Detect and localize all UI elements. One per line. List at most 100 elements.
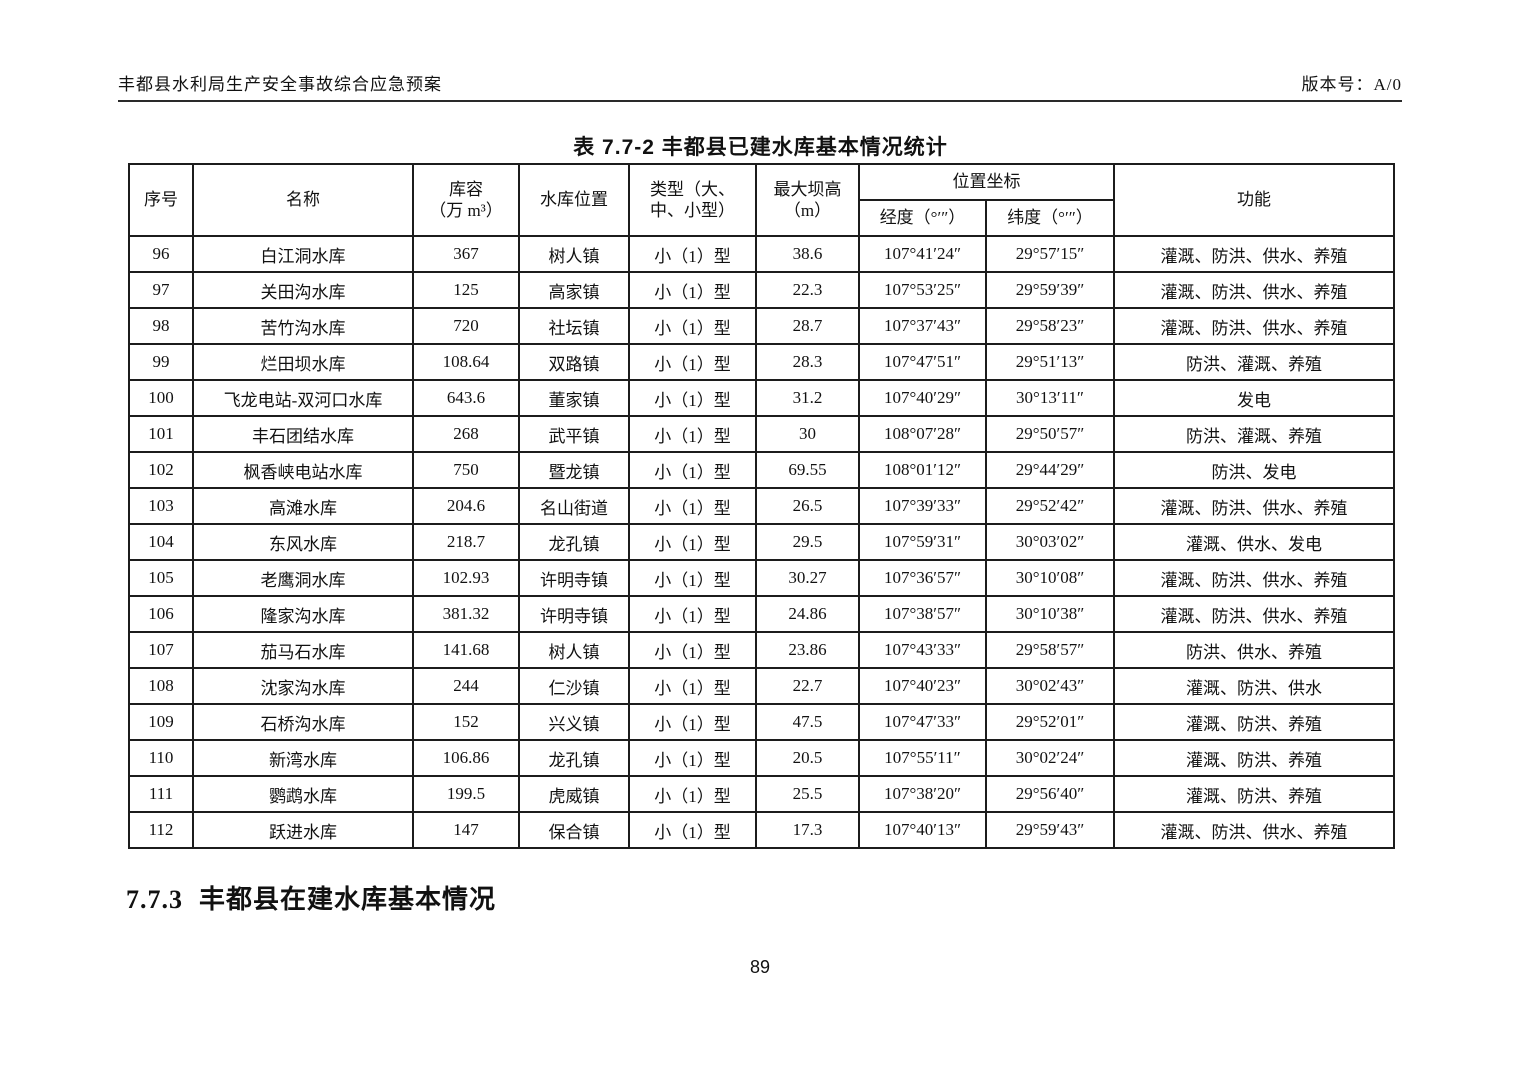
table-row: 104 东风水库 218.7 龙孔镇 小（1）型 29.5 107°59′31″… [128, 523, 1395, 561]
cell-capacity: 643.6 [412, 379, 520, 417]
cell-name: 白江洞水库 [192, 235, 414, 273]
cell-seq: 103 [128, 487, 194, 525]
cell-type: 小（1）型 [628, 631, 757, 669]
cell-type: 小（1）型 [628, 703, 757, 741]
cell-longitude: 107°40′13″ [858, 811, 987, 849]
cell-dam-height: 38.6 [755, 235, 860, 273]
cell-type: 小（1）型 [628, 811, 757, 849]
cell-type: 小（1）型 [628, 667, 757, 705]
cell-type: 小（1）型 [628, 487, 757, 525]
cell-seq: 97 [128, 271, 194, 309]
cell-dam-height: 25.5 [755, 775, 860, 813]
cell-function: 灌溉、防洪、供水、养殖 [1113, 271, 1395, 309]
cell-function: 灌溉、防洪、养殖 [1113, 775, 1395, 813]
cell-longitude: 107°53′25″ [858, 271, 987, 309]
cell-type: 小（1）型 [628, 235, 757, 273]
cell-seq: 106 [128, 595, 194, 633]
cell-dam-height: 30 [755, 415, 860, 453]
page-header-left: 丰都县水利局生产安全事故综合应急预案 [118, 75, 442, 94]
cell-dam-height: 28.3 [755, 343, 860, 381]
cell-longitude: 107°40′23″ [858, 667, 987, 705]
cell-location: 双路镇 [518, 343, 630, 381]
cell-longitude: 107°47′51″ [858, 343, 987, 381]
cell-name: 鹦鹉水库 [192, 775, 414, 813]
cell-dam-height: 47.5 [755, 703, 860, 741]
cell-seq: 111 [128, 775, 194, 813]
cell-longitude: 107°59′31″ [858, 523, 987, 561]
cell-function: 灌溉、防洪、养殖 [1113, 739, 1395, 777]
cell-capacity: 147 [412, 811, 520, 849]
cell-capacity: 720 [412, 307, 520, 345]
cell-capacity: 152 [412, 703, 520, 741]
cell-latitude: 29°52′01″ [985, 703, 1115, 741]
table-row: 101 丰石团结水库 268 武平镇 小（1）型 30 108°07′28″ 2… [128, 415, 1395, 453]
cell-latitude: 29°44′29″ [985, 451, 1115, 489]
cell-capacity: 268 [412, 415, 520, 453]
cell-location: 龙孔镇 [518, 523, 630, 561]
reservoir-table: 序号 名称 库容 （万 m³） 水库位置 类型（大、 中、小型） 最大坝高 （m… [128, 163, 1395, 849]
table-row: 112 跃进水库 147 保合镇 小（1）型 17.3 107°40′13″ 2… [128, 811, 1395, 849]
cell-seq: 112 [128, 811, 194, 849]
cell-seq: 101 [128, 415, 194, 453]
cell-type: 小（1）型 [628, 415, 757, 453]
page-number: 89 [749, 957, 771, 977]
cell-function: 防洪、供水、养殖 [1113, 631, 1395, 669]
cell-type: 小（1）型 [628, 523, 757, 561]
cell-latitude: 29°58′57″ [985, 631, 1115, 669]
cell-dam-height: 69.55 [755, 451, 860, 489]
cell-seq: 109 [128, 703, 194, 741]
cell-type: 小（1）型 [628, 595, 757, 633]
cell-longitude: 107°38′20″ [858, 775, 987, 813]
cell-dam-height: 22.3 [755, 271, 860, 309]
cell-function: 防洪、发电 [1113, 451, 1395, 489]
cell-name: 苦竹沟水库 [192, 307, 414, 345]
col-header-longitude: 经度（°′″） [858, 199, 987, 237]
cell-longitude: 107°41′24″ [858, 235, 987, 273]
table-title: 表 7.7-2 丰都县已建水库基本情况统计 [573, 136, 948, 159]
cell-capacity: 108.64 [412, 343, 520, 381]
cell-longitude: 107°38′57″ [858, 595, 987, 633]
table-row: 100 飞龙电站-双河口水库 643.6 董家镇 小（1）型 31.2 107°… [128, 379, 1395, 417]
cell-capacity: 381.32 [412, 595, 520, 633]
col-header-location: 水库位置 [518, 163, 630, 237]
col-header-function: 功能 [1113, 163, 1395, 237]
table-header: 序号 名称 库容 （万 m³） 水库位置 类型（大、 中、小型） 最大坝高 （m… [128, 163, 1395, 237]
cell-latitude: 29°58′23″ [985, 307, 1115, 345]
cell-name: 高滩水库 [192, 487, 414, 525]
table-row: 106 隆家沟水库 381.32 许明寺镇 小（1）型 24.86 107°38… [128, 595, 1395, 633]
cell-dam-height: 22.7 [755, 667, 860, 705]
cell-longitude: 107°55′11″ [858, 739, 987, 777]
cell-dam-height: 26.5 [755, 487, 860, 525]
cell-latitude: 29°59′39″ [985, 271, 1115, 309]
cell-latitude: 29°50′57″ [985, 415, 1115, 453]
table-row: 110 新湾水库 106.86 龙孔镇 小（1）型 20.5 107°55′11… [128, 739, 1395, 777]
col-header-type: 类型（大、 中、小型） [628, 163, 757, 237]
col-header-coords-group: 位置坐标 [858, 163, 1115, 201]
table-row: 108 沈家沟水库 244 仁沙镇 小（1）型 22.7 107°40′23″ … [128, 667, 1395, 705]
cell-name: 烂田坝水库 [192, 343, 414, 381]
cell-capacity: 106.86 [412, 739, 520, 777]
cell-dam-height: 29.5 [755, 523, 860, 561]
cell-function: 防洪、灌溉、养殖 [1113, 343, 1395, 381]
table-row: 96 白江洞水库 367 树人镇 小（1）型 38.6 107°41′24″ 2… [128, 235, 1395, 273]
table-row: 111 鹦鹉水库 199.5 虎威镇 小（1）型 25.5 107°38′20″… [128, 775, 1395, 813]
cell-capacity: 204.6 [412, 487, 520, 525]
cell-location: 树人镇 [518, 235, 630, 273]
table-row: 98 苦竹沟水库 720 社坛镇 小（1）型 28.7 107°37′43″ 2… [128, 307, 1395, 345]
cell-name: 新湾水库 [192, 739, 414, 777]
cell-dam-height: 28.7 [755, 307, 860, 345]
cell-name: 关田沟水库 [192, 271, 414, 309]
cell-seq: 100 [128, 379, 194, 417]
page-header: 丰都县水利局生产安全事故综合应急预案 版本号：A/0 [118, 70, 1402, 102]
cell-seq: 105 [128, 559, 194, 597]
cell-longitude: 107°47′33″ [858, 703, 987, 741]
table-row: 99 烂田坝水库 108.64 双路镇 小（1）型 28.3 107°47′51… [128, 343, 1395, 381]
cell-location: 虎威镇 [518, 775, 630, 813]
cell-longitude: 107°37′43″ [858, 307, 987, 345]
cell-function: 灌溉、防洪、供水、养殖 [1113, 487, 1395, 525]
cell-name: 跃进水库 [192, 811, 414, 849]
table-row: 105 老鹰洞水库 102.93 许明寺镇 小（1）型 30.27 107°36… [128, 559, 1395, 597]
cell-location: 树人镇 [518, 631, 630, 669]
cell-type: 小（1）型 [628, 559, 757, 597]
cell-capacity: 750 [412, 451, 520, 489]
